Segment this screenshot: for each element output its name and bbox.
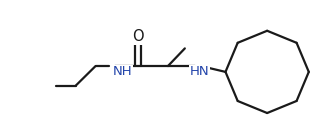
Text: O: O [132,29,144,44]
Text: NH: NH [113,65,132,78]
Text: HN: HN [190,65,210,78]
